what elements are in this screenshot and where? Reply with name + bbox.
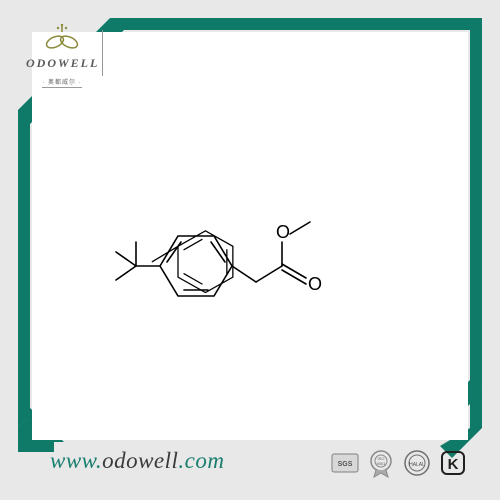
brand-logo: ODOWELL · 奥都威尔 · [26, 24, 98, 82]
atom-label-o2: O [308, 274, 322, 294]
url-suffix: .com [178, 448, 224, 473]
brand-name-en: ODOWELL [26, 56, 98, 71]
leaf-icon [43, 24, 81, 54]
svg-text:HALAL: HALAL [409, 462, 425, 468]
svg-text:SGS: SGS [338, 461, 353, 468]
brand-name-zh: · 奥都威尔 · [42, 77, 81, 88]
cert-kosher: K [438, 448, 468, 478]
svg-text:9001: 9001 [377, 461, 387, 466]
url-prefix: www. [50, 448, 102, 473]
cert-halal: HALAL [402, 448, 432, 478]
cert-iso: ISO 9001 [366, 448, 396, 478]
atom-label-o1: O [276, 222, 290, 242]
molecule-diagram: O O [104, 206, 374, 326]
svg-text:K: K [448, 456, 459, 473]
logo-divider [102, 30, 103, 76]
cert-sgs: SGS [330, 448, 360, 478]
website-url: www.odowell.com [50, 448, 225, 474]
certification-badges: SGS ISO 9001 HALAL K [330, 448, 468, 478]
url-domain: odowell [102, 448, 178, 473]
